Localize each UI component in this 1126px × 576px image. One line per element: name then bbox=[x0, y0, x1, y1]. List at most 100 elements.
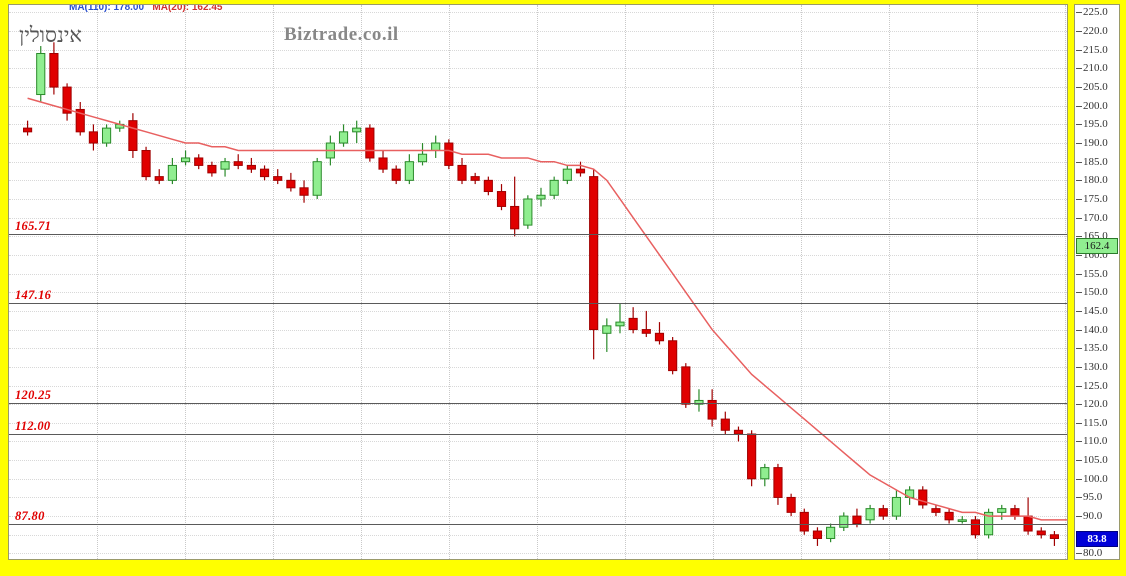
candlestick[interactable] bbox=[799, 508, 809, 535]
candlestick[interactable] bbox=[259, 165, 270, 181]
level-line[interactable] bbox=[9, 233, 1067, 235]
candlestick[interactable] bbox=[589, 169, 599, 360]
candlestick[interactable] bbox=[997, 504, 1007, 520]
candlestick[interactable] bbox=[36, 46, 46, 102]
chart-plot-area[interactable]: 165.71 147.16 120.25 112.00 87.80 אינסולין B… bbox=[8, 4, 1068, 560]
candlestick[interactable] bbox=[654, 322, 665, 345]
price-tick-mark bbox=[1076, 478, 1082, 480]
candlestick[interactable] bbox=[167, 157, 177, 185]
candlestick[interactable] bbox=[444, 139, 454, 170]
candlestick[interactable] bbox=[286, 172, 296, 192]
candlestick[interactable] bbox=[694, 389, 704, 412]
candlestick[interactable] bbox=[299, 180, 309, 203]
price-tick-label: 185.0 bbox=[1083, 155, 1108, 168]
candlestick[interactable] bbox=[23, 120, 33, 136]
candle-body bbox=[299, 187, 309, 196]
candlestick[interactable] bbox=[839, 512, 849, 532]
candlestick[interactable] bbox=[681, 363, 691, 408]
price-tick-label: 145.0 bbox=[1083, 304, 1108, 317]
price-tick-label: 150.0 bbox=[1083, 286, 1108, 299]
candlestick[interactable] bbox=[391, 165, 401, 185]
candlestick[interactable] bbox=[760, 463, 770, 487]
grid-line-horizontal bbox=[9, 273, 1067, 276]
candlestick[interactable] bbox=[62, 83, 72, 121]
level-line[interactable] bbox=[9, 302, 1067, 304]
candlestick[interactable] bbox=[88, 124, 98, 151]
candlestick[interactable] bbox=[918, 486, 928, 509]
candlestick[interactable] bbox=[404, 154, 414, 185]
candlestick[interactable] bbox=[75, 101, 85, 136]
candlestick[interactable] bbox=[338, 124, 349, 147]
candlestick[interactable] bbox=[115, 120, 125, 132]
candlestick[interactable] bbox=[49, 42, 59, 95]
candlestick[interactable] bbox=[865, 504, 875, 524]
candlestick[interactable] bbox=[812, 527, 823, 546]
candle-body bbox=[681, 366, 691, 405]
candlestick[interactable] bbox=[141, 146, 151, 181]
candlestick[interactable] bbox=[207, 161, 217, 177]
candle-body bbox=[602, 325, 612, 334]
candlestick[interactable] bbox=[220, 157, 230, 177]
candlestick[interactable] bbox=[378, 150, 388, 173]
last-price-badge: 83.8 bbox=[1076, 531, 1118, 548]
candlestick[interactable] bbox=[668, 337, 678, 375]
candlestick[interactable] bbox=[970, 516, 981, 539]
candle-body bbox=[654, 332, 665, 342]
candlestick[interactable] bbox=[536, 187, 546, 207]
candlestick[interactable] bbox=[891, 489, 902, 520]
candlestick[interactable] bbox=[1036, 527, 1046, 539]
candlestick[interactable] bbox=[194, 154, 204, 170]
candlestick[interactable] bbox=[470, 172, 480, 185]
level-line[interactable] bbox=[9, 403, 1067, 405]
candlestick[interactable] bbox=[352, 120, 362, 144]
candle-body bbox=[444, 142, 454, 166]
candlestick[interactable] bbox=[549, 176, 559, 199]
candlestick[interactable] bbox=[273, 169, 283, 185]
candlestick[interactable] bbox=[312, 157, 322, 199]
level-line[interactable] bbox=[9, 434, 1067, 436]
candlestick[interactable] bbox=[1010, 504, 1020, 520]
candlestick[interactable] bbox=[1049, 531, 1059, 546]
candlestick[interactable] bbox=[747, 430, 757, 487]
candlestick[interactable] bbox=[246, 157, 256, 173]
candlestick[interactable] bbox=[786, 493, 796, 517]
candlestick[interactable] bbox=[707, 389, 717, 427]
candlestick[interactable] bbox=[773, 463, 783, 505]
price-tick-mark bbox=[1076, 292, 1082, 294]
candlestick[interactable] bbox=[562, 165, 572, 185]
candlestick[interactable] bbox=[957, 516, 967, 524]
candlestick[interactable] bbox=[233, 154, 243, 170]
candlestick[interactable] bbox=[365, 124, 375, 162]
candlestick[interactable] bbox=[878, 504, 888, 520]
candlestick[interactable] bbox=[628, 307, 638, 334]
candlestick[interactable] bbox=[457, 157, 467, 185]
candlestick[interactable] bbox=[510, 176, 520, 237]
level-line[interactable] bbox=[9, 524, 1067, 526]
candlestick[interactable] bbox=[984, 508, 994, 539]
candlestick[interactable] bbox=[641, 310, 651, 338]
candlestick[interactable] bbox=[852, 508, 862, 528]
candlestick[interactable] bbox=[523, 195, 533, 229]
candlestick[interactable] bbox=[128, 113, 138, 158]
candlestick[interactable] bbox=[417, 143, 428, 166]
price-tick-mark bbox=[1076, 366, 1082, 368]
grid-line-vertical bbox=[625, 5, 627, 559]
candlestick[interactable] bbox=[931, 504, 941, 517]
candlestick[interactable] bbox=[431, 135, 441, 158]
candlestick[interactable] bbox=[944, 508, 954, 524]
candlestick[interactable] bbox=[615, 303, 625, 334]
price-axis[interactable]: 225.0 220.0 215.0 210.0 205.0 200.0 195.0 190.0… bbox=[1074, 4, 1120, 560]
candlestick[interactable] bbox=[101, 124, 112, 147]
candlestick[interactable] bbox=[720, 411, 730, 435]
candlestick[interactable] bbox=[602, 318, 612, 352]
price-tick-label: 195.0 bbox=[1083, 118, 1108, 131]
grid-line-vertical bbox=[713, 5, 715, 559]
grid-line-horizontal bbox=[9, 516, 1067, 518]
candlestick[interactable] bbox=[483, 176, 493, 196]
candlestick[interactable] bbox=[180, 150, 191, 166]
candlestick[interactable] bbox=[826, 523, 836, 543]
candlestick[interactable] bbox=[496, 184, 507, 211]
price-tick-mark bbox=[1076, 124, 1082, 126]
candlestick[interactable] bbox=[154, 169, 164, 185]
candlestick[interactable] bbox=[575, 161, 586, 177]
